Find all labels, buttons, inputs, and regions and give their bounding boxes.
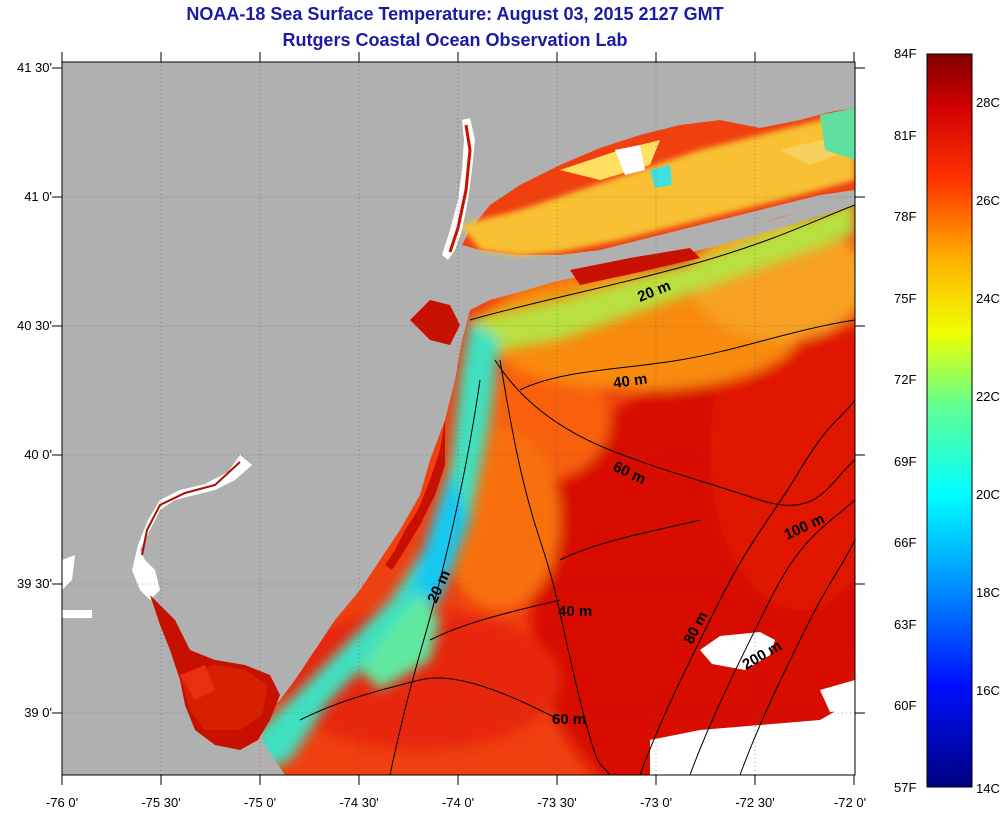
lat-lon-grid	[62, 62, 855, 775]
colorbar-f-label: 78F	[894, 209, 917, 224]
lat-label: 40 30'	[16, 318, 52, 333]
colorbar	[926, 53, 973, 788]
colorbar-f-label: 63F	[894, 617, 917, 632]
lon-label: -73 30'	[537, 795, 577, 810]
colorbar-c-label: 14C	[976, 781, 1000, 796]
lon-label: -72 30'	[735, 795, 775, 810]
lon-label: -76 0'	[45, 795, 79, 810]
lon-label: -72 0'	[833, 795, 867, 810]
lon-label: -75 0'	[243, 795, 277, 810]
colorbar-f-label: 69F	[894, 454, 917, 469]
colorbar-f-label: 84F	[894, 46, 917, 61]
axis-ticks	[52, 52, 865, 785]
lon-label: -74 30'	[339, 795, 379, 810]
map-subtitle: Rutgers Coastal Ocean Observation Lab	[282, 30, 628, 50]
colorbar-c-label: 28C	[976, 95, 1000, 110]
colorbar-c-label: 16C	[976, 683, 1000, 698]
colorbar-c-label: 24C	[976, 291, 1000, 306]
contour-label: 40 m	[612, 370, 648, 392]
lat-label: 41 0'	[24, 189, 52, 204]
lat-label: 39 30'	[16, 576, 52, 591]
land	[62, 62, 855, 775]
colorbar-f-label: 81F	[894, 128, 917, 143]
colorbar-f-label: 75F	[894, 291, 917, 306]
colorbar-f-label: 60F	[894, 698, 917, 713]
long-island-region	[460, 108, 855, 295]
lat-label: 41 30'	[16, 60, 52, 75]
colorbar-c-label: 18C	[976, 585, 1000, 600]
map-area: 20 m 40 m 60 m 20 m 40 m 60 m 80 m 100 m…	[62, 62, 855, 775]
lat-label: 40 0'	[24, 447, 52, 462]
colorbar-c-label: 22C	[976, 389, 1000, 404]
lat-label: 39 0'	[24, 705, 52, 720]
contour-label: 40 m	[558, 603, 592, 620]
contour-label: 60 m	[552, 711, 586, 728]
lon-label: -74 0'	[441, 795, 475, 810]
colorbar-f-label: 66F	[894, 535, 917, 550]
bathymetry-contours	[299, 204, 855, 775]
map-title: NOAA-18 Sea Surface Temperature: August …	[186, 4, 724, 24]
colorbar-f-label: 72F	[894, 372, 917, 387]
colorbar-f-label: 57F	[894, 780, 917, 795]
lon-label: -75 30'	[141, 795, 181, 810]
colorbar-c-label: 26C	[976, 193, 1000, 208]
colorbar-c-label: 20C	[976, 487, 1000, 502]
lon-label: -73 0'	[639, 795, 673, 810]
